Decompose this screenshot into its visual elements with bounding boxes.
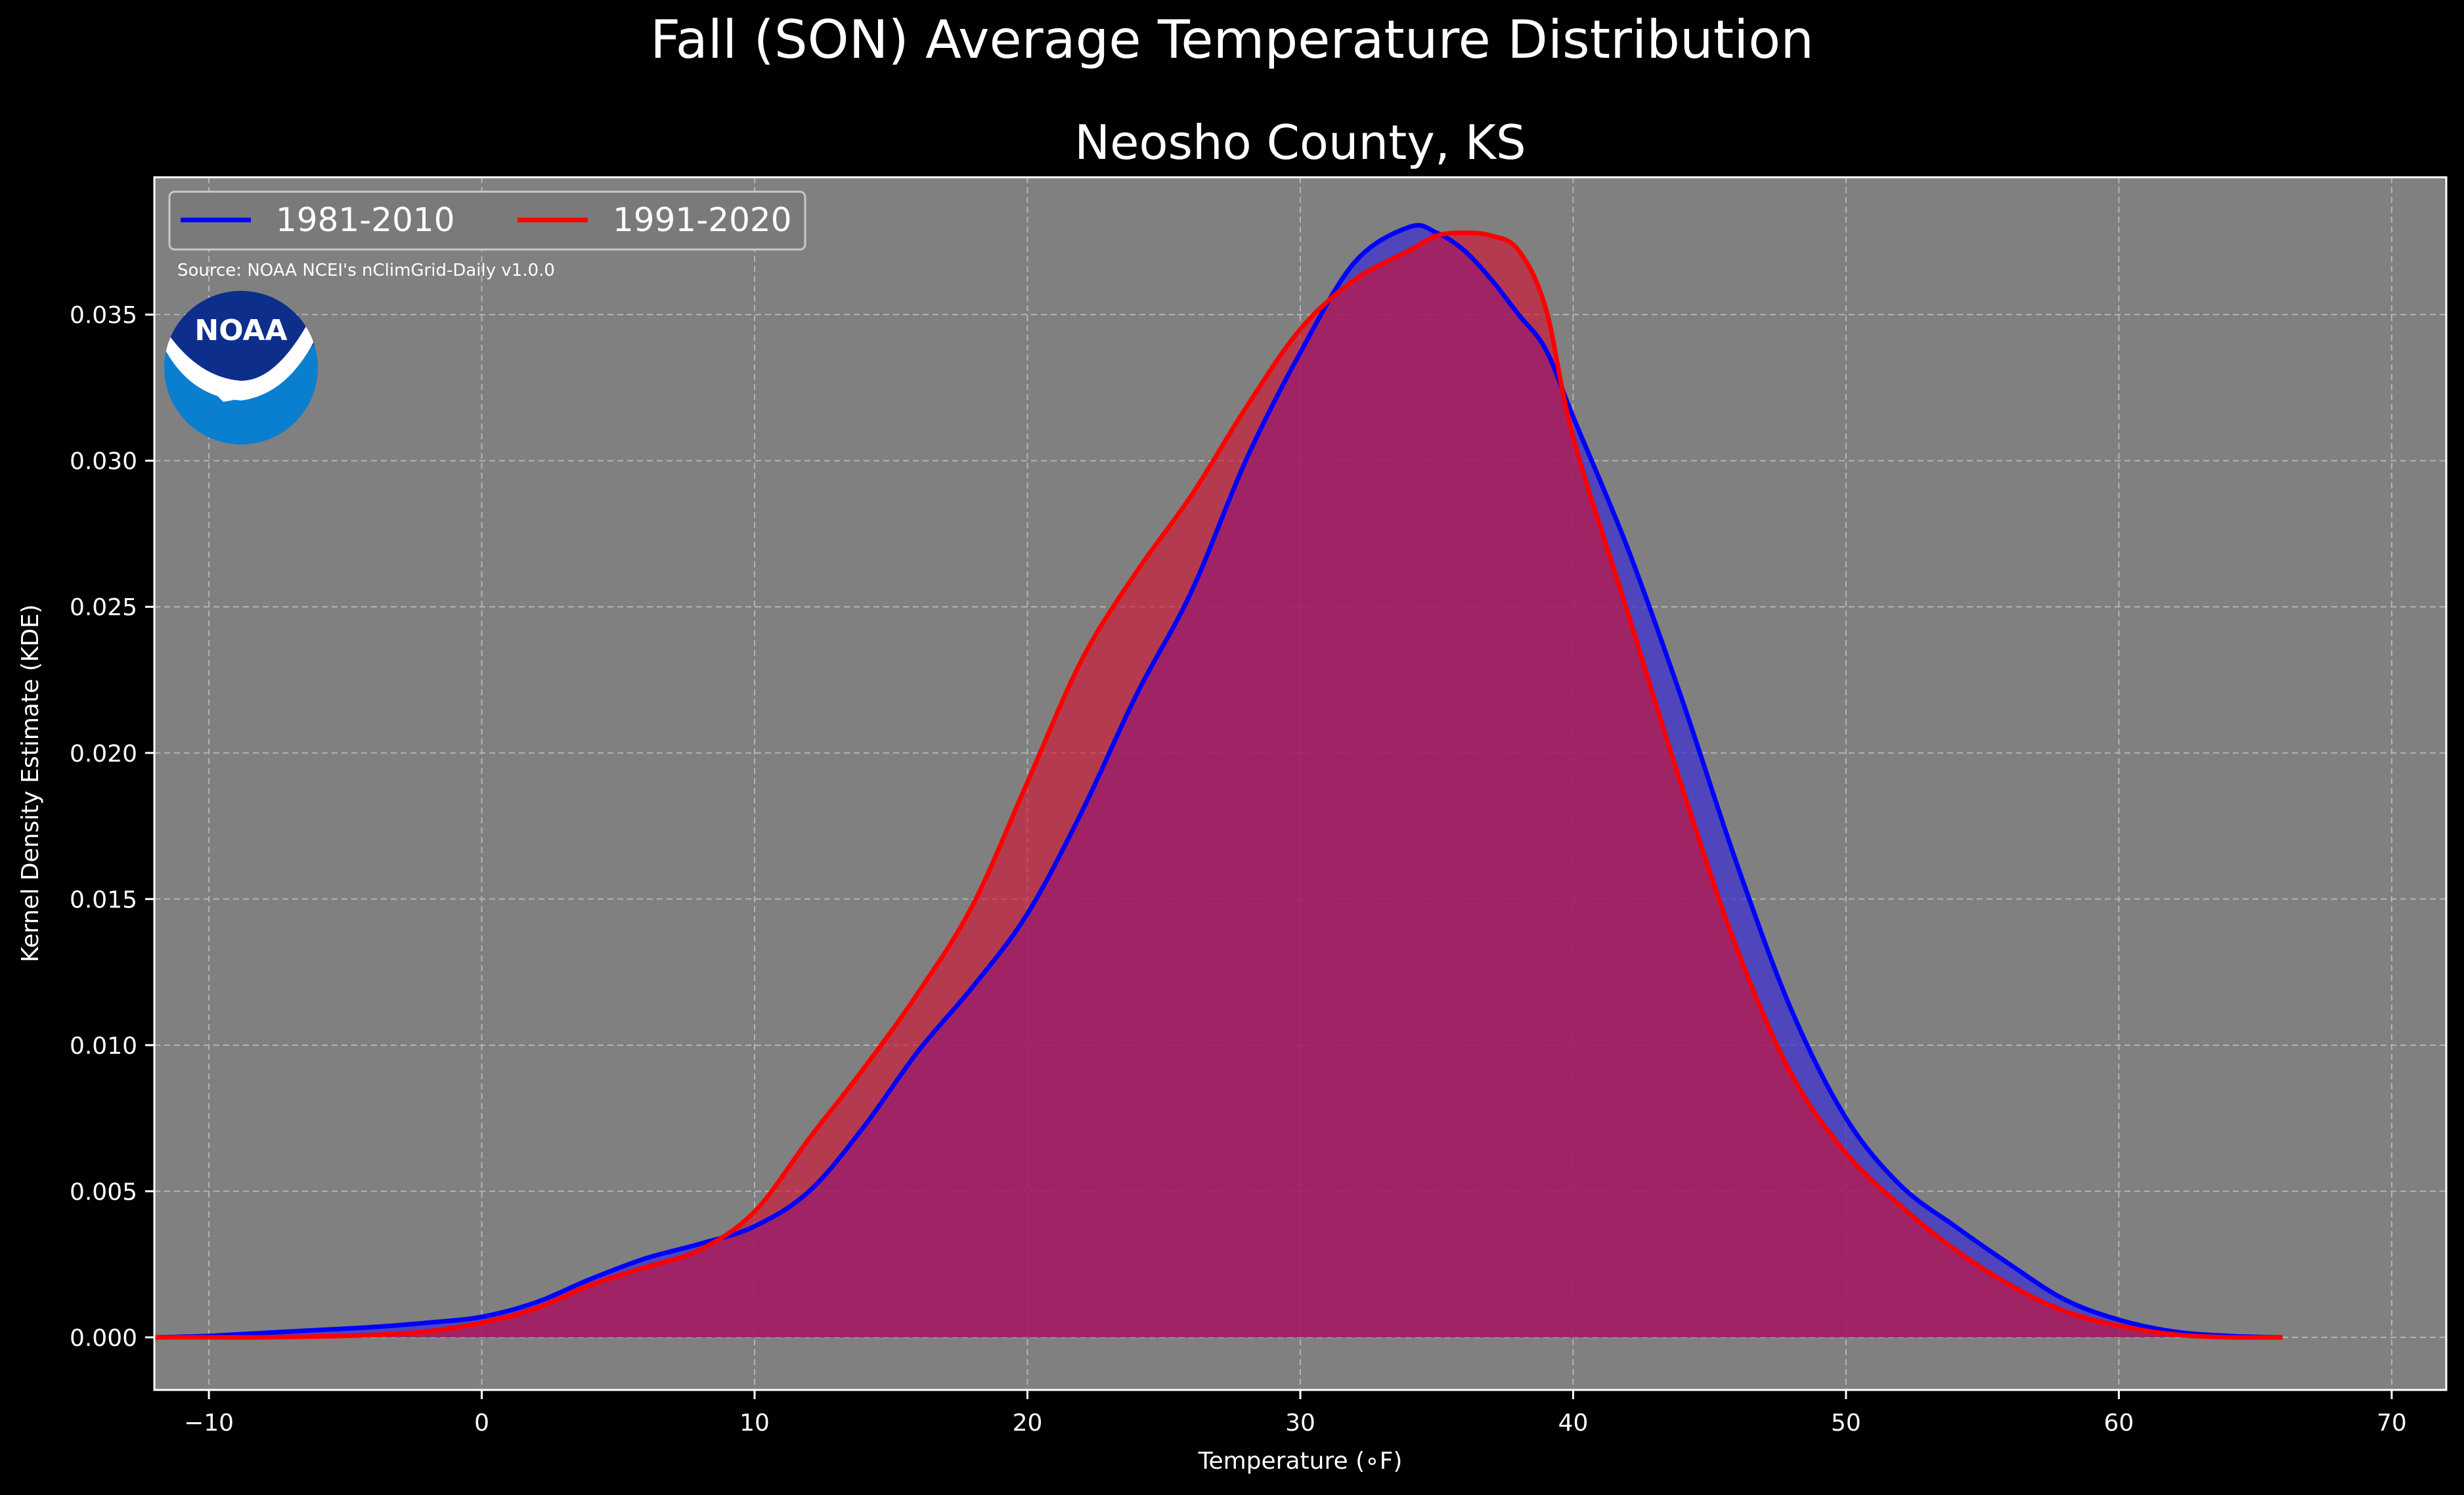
source-note: Source: NOAA NCEI's nClimGrid-Daily v1.0… — [177, 261, 555, 280]
logo-sky — [164, 291, 318, 385]
area-fill-1991-2020 — [154, 232, 2283, 1338]
series-layer — [154, 223, 2283, 1340]
x-tick-label: 10 — [739, 1410, 770, 1437]
y-axis-label: Kernel Density Estimate (KDE) — [17, 604, 44, 962]
y-tick-label: 0.005 — [70, 1179, 137, 1205]
x-tick-label: 70 — [2377, 1410, 2407, 1437]
noaa-logo: NOAA — [164, 291, 318, 444]
logo-text: NOAA — [194, 314, 287, 347]
y-tick-label: 0.000 — [70, 1325, 137, 1352]
legend-label-1981-2010: 1981-2010 — [276, 201, 455, 239]
logo-wing — [217, 379, 276, 402]
x-tick-label: 0 — [474, 1410, 489, 1437]
axis-ticks: −10 0 10 20 30 40 50 60 70 0.000 0.005 0.010 0.015 0.… — [70, 302, 2407, 1437]
x-tick-label: 40 — [1558, 1410, 1589, 1437]
y-tick-label: 0.035 — [70, 302, 137, 329]
y-tick-label: 0.020 — [70, 741, 137, 768]
x-tick-label: −10 — [184, 1410, 234, 1437]
x-tick-label: 50 — [1831, 1410, 1861, 1437]
legend-label-1991-2020: 1991-2020 — [613, 201, 792, 239]
x-axis-label: Temperature (∘F) — [1198, 1448, 1403, 1475]
y-tick-label: 0.010 — [70, 1033, 137, 1060]
legend: 1981-2010 1991-2020 — [168, 190, 806, 251]
figure-suptitle: Fall (SON) Average Temperature Distribut… — [650, 9, 1814, 70]
seagull-icon — [164, 322, 318, 401]
x-tick-label: 30 — [1285, 1410, 1315, 1437]
y-tick-label: 0.025 — [70, 594, 137, 621]
y-tick-label: 0.015 — [70, 886, 137, 913]
y-tick-label: 0.030 — [70, 448, 137, 475]
x-tick-label: 20 — [1013, 1410, 1043, 1437]
legend-box — [168, 190, 806, 251]
series-line-1981-2010 — [154, 223, 2283, 1340]
x-tick-label: 60 — [2104, 1410, 2134, 1437]
series-line-1991-2020 — [154, 230, 2283, 1340]
chart-title: Neosho County, KS — [1074, 115, 1526, 170]
